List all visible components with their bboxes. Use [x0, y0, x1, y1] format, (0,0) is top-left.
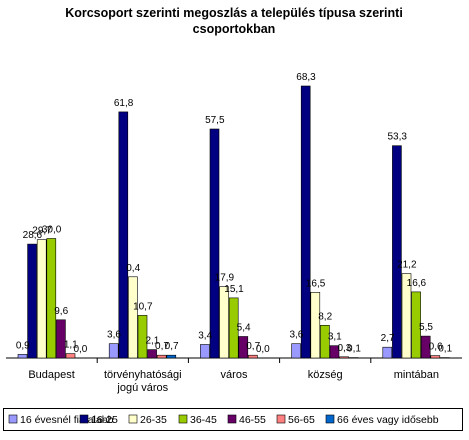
- bar-4-4: [420, 335, 431, 359]
- data-label-4-2: 21,2: [397, 260, 417, 271]
- bar-3-3: [320, 324, 330, 359]
- data-label-3-6: 0,1: [347, 344, 361, 355]
- bar-3-1: [300, 85, 311, 359]
- category-label-0-0: Budapest: [28, 369, 74, 381]
- bar-4-0: [382, 346, 393, 359]
- data-label-3-0: 3,6: [289, 330, 303, 341]
- data-label-3-3: 8,2: [318, 311, 332, 322]
- data-label-2-3: 15,1: [224, 284, 244, 295]
- bar-4-3: [411, 291, 421, 359]
- data-label-0-2: 29,7: [32, 226, 52, 237]
- category-label-3-0: község: [308, 369, 343, 381]
- bars-group: [17, 85, 450, 363]
- legend-label-4: 46-55: [239, 414, 266, 426]
- legend-swatch-4: [227, 414, 237, 424]
- bar-1-2: [128, 276, 138, 359]
- data-label-1-4: 2,1: [145, 336, 159, 347]
- legend-swatch-2: [128, 414, 138, 424]
- data-label-1-6: 0,7: [165, 341, 179, 352]
- bar-1-0: [108, 343, 119, 359]
- data-label-1-0: 3,6: [107, 330, 121, 341]
- data-label-2-2: 17,9: [215, 273, 235, 284]
- legend-label-5: 56-65: [288, 414, 315, 426]
- bar-2-3: [228, 297, 239, 359]
- bar-2-4: [238, 336, 249, 359]
- data-label-1-3: 10,7: [133, 301, 153, 312]
- data-label-4-1: 53,3: [387, 132, 407, 143]
- data-labels-group: 0,928,629,730,09,61,10,03,661,80,410,72,…: [16, 72, 453, 355]
- data-label-2-0: 3,4: [198, 331, 212, 342]
- legend-swatch-3: [178, 414, 188, 424]
- data-label-2-6: 0,0: [256, 344, 270, 355]
- bar-4-1: [392, 145, 402, 359]
- data-label-3-4: 3,1: [328, 332, 342, 343]
- category-label-2-0: város: [221, 369, 248, 381]
- data-label-1-5: 0,7: [155, 341, 169, 352]
- legend-swatch-6: [325, 414, 335, 424]
- bar-3-5: [339, 356, 349, 359]
- bar-1-5: [156, 354, 167, 359]
- data-label-3-5: 0,3: [337, 343, 351, 354]
- bar-0-3: [46, 238, 57, 359]
- data-label-0-5: 1,1: [64, 340, 78, 351]
- data-label-4-6: 0,1: [438, 344, 452, 355]
- bar-2-1: [209, 128, 220, 359]
- bar-3-4: [329, 345, 340, 359]
- data-label-1-1: 61,8: [114, 98, 134, 109]
- bar-2-5: [248, 354, 258, 359]
- data-label-4-4: 5,5: [419, 322, 433, 333]
- bar-0-5: [65, 353, 76, 359]
- legend-label-3: 36-45: [190, 414, 217, 426]
- legend-swatch-0: [8, 414, 18, 424]
- category-label-4-0: mintában: [394, 369, 439, 381]
- legend-label-6: 66 éves vagy idősebb: [337, 414, 439, 426]
- data-label-2-5: 0,7: [246, 341, 260, 352]
- legend-label-2: 26-35: [140, 414, 167, 426]
- bar-3-2: [310, 291, 321, 359]
- chart-title-line-2: csoportokban: [193, 22, 276, 36]
- bar-0-4: [56, 319, 66, 359]
- bar-4-5: [430, 355, 441, 359]
- bar-1-1: [118, 111, 129, 359]
- data-label-4-0: 2,7: [381, 333, 395, 344]
- bar-2-0: [200, 344, 210, 359]
- data-label-4-5: 0,6: [429, 342, 443, 353]
- legend-label-1: 16-25: [91, 414, 118, 426]
- bar-0-1: [27, 243, 37, 359]
- data-label-0-3: 30,0: [42, 225, 62, 236]
- category-label-1-0: törvényhatósági: [104, 369, 182, 381]
- data-label-3-2: 16,5: [306, 278, 326, 289]
- data-label-4-3: 16,6: [407, 278, 427, 289]
- legend-label-0: 16 évesnél fiatalabb: [20, 414, 114, 426]
- legend-swatch-5: [276, 414, 286, 424]
- data-label-3-1: 68,3: [296, 72, 316, 83]
- bar-1-6: [166, 354, 177, 359]
- legend-swatch-1: [79, 414, 89, 424]
- data-label-0-0: 0,9: [16, 340, 30, 351]
- bar-1-3: [137, 315, 148, 359]
- data-label-1-2: 0,4: [126, 263, 140, 274]
- data-label-0-4: 9,6: [54, 306, 68, 317]
- bar-4-2: [401, 273, 412, 359]
- data-label-2-4: 5,4: [237, 323, 251, 334]
- category-label-1-1: jogú város: [116, 382, 168, 394]
- data-label-0-1: 28,6: [23, 230, 43, 241]
- bar-0-2: [36, 239, 47, 359]
- bar-1-4: [147, 349, 157, 359]
- bar-3-0: [291, 343, 301, 359]
- chart-title-line-1: Korcsoport szerinti megoszlás a települé…: [65, 6, 403, 20]
- data-label-0-6: 0,0: [73, 344, 87, 355]
- data-label-2-1: 57,5: [205, 115, 225, 126]
- bar-0-0: [17, 354, 28, 359]
- bar-2-2: [219, 286, 229, 359]
